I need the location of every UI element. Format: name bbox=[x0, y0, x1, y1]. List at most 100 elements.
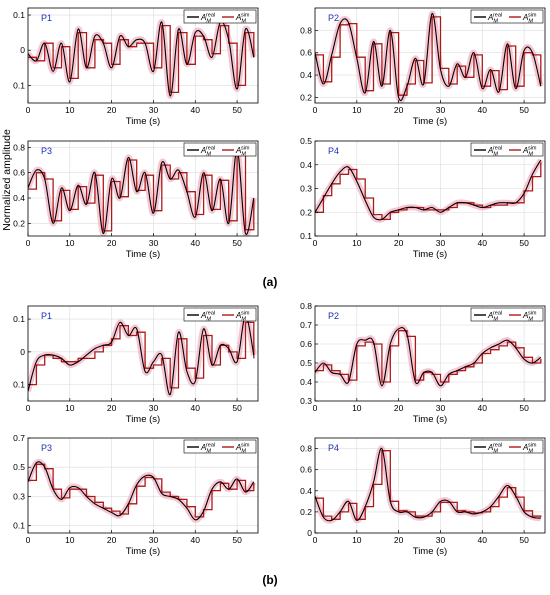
series-real-line bbox=[28, 461, 255, 521]
panel-label: P2 bbox=[328, 13, 339, 23]
x-tick-label: 10 bbox=[352, 535, 362, 545]
x-tick-label: 20 bbox=[394, 403, 404, 413]
legend-real-label: AMreal bbox=[200, 311, 215, 323]
x-tick-label: 10 bbox=[352, 403, 362, 413]
x-axis-label: Time (s) bbox=[413, 546, 447, 557]
x-tick-label: 50 bbox=[232, 403, 242, 413]
x-tick-label: 0 bbox=[313, 403, 318, 413]
y-tick-label: 0.7 bbox=[13, 433, 25, 443]
x-tick-label: 20 bbox=[107, 238, 117, 248]
y-tick-label: 0.1 bbox=[300, 231, 312, 241]
y-tick-label: 0.8 bbox=[300, 444, 312, 454]
y-tick-label: 0.6 bbox=[300, 48, 312, 58]
y-tick-label: 0.8 bbox=[13, 142, 25, 152]
x-tick-label: 30 bbox=[149, 238, 159, 248]
x-tick-label: 40 bbox=[478, 403, 488, 413]
x-tick-label: 10 bbox=[352, 105, 362, 115]
x-tick-label: 50 bbox=[519, 535, 529, 545]
plot-frame bbox=[314, 305, 546, 402]
legend-box bbox=[470, 142, 544, 157]
y-tick-label: 0.7 bbox=[300, 320, 312, 330]
x-axis-label: Time (s) bbox=[413, 414, 447, 425]
x-tick-label: 40 bbox=[191, 238, 201, 248]
x-tick-label: 10 bbox=[65, 105, 75, 115]
x-tick-label: 50 bbox=[519, 105, 529, 115]
x-axis-label: Time (s) bbox=[126, 249, 160, 260]
legend-real-label: AMreal bbox=[487, 311, 502, 323]
panel-label: P1 bbox=[41, 13, 52, 23]
series-sim-line bbox=[28, 321, 255, 389]
x-tick-label: 40 bbox=[478, 238, 488, 248]
series-sim-line bbox=[28, 463, 255, 518]
y-tick-label: 0.3 bbox=[300, 396, 312, 406]
panel-label: P3 bbox=[41, 146, 52, 156]
y-tick-label: 0.4 bbox=[300, 377, 312, 387]
plot-frame bbox=[27, 305, 259, 402]
y-tick-label: 0.3 bbox=[13, 491, 25, 501]
plot-panel: 0 10 20 30 40 50 0.1 0 0.1 Time (s) P1 AMreal AMsim bbox=[13, 305, 259, 425]
x-tick-label: 30 bbox=[149, 403, 159, 413]
x-axis-label: Time (s) bbox=[126, 546, 160, 557]
legend-box bbox=[470, 439, 544, 454]
legend-real-label: AMreal bbox=[487, 13, 502, 25]
y-tick-label: 0.6 bbox=[300, 339, 312, 349]
legend-box bbox=[183, 439, 257, 454]
y-tick-label: 0.1 bbox=[13, 314, 25, 324]
series-sim-line bbox=[315, 162, 542, 221]
series-sim-line bbox=[28, 24, 255, 94]
y-tick-label: 0.8 bbox=[300, 25, 312, 35]
x-tick-label: 0 bbox=[313, 238, 318, 248]
x-tick-label: 0 bbox=[26, 535, 31, 545]
x-tick-label: 0 bbox=[313, 535, 318, 545]
y-tick-label: 0.1 bbox=[13, 521, 25, 531]
panel-label: P3 bbox=[41, 443, 52, 453]
series-real-line bbox=[28, 315, 255, 395]
y-tick-label: 0.5 bbox=[13, 462, 25, 472]
legend-real-label: AMreal bbox=[200, 146, 215, 158]
legend-real-label: AMreal bbox=[200, 13, 215, 25]
series-real-line bbox=[28, 149, 255, 236]
y-tick-label: 0.8 bbox=[300, 301, 312, 311]
x-tick-label: 30 bbox=[436, 238, 446, 248]
y-tick-label: 0.6 bbox=[13, 168, 25, 178]
legend-box bbox=[183, 142, 257, 157]
legend-box bbox=[183, 9, 257, 24]
series-sim-line bbox=[315, 450, 542, 520]
x-tick-label: 10 bbox=[65, 535, 75, 545]
series-sim-line bbox=[315, 16, 542, 96]
x-tick-label: 0 bbox=[26, 403, 31, 413]
x-tick-label: 0 bbox=[26, 238, 31, 248]
plot-panel: 0 10 20 30 40 50 0.2 0.4 0.6 0.8 Time (s) P3 AMreal A… bbox=[13, 140, 259, 260]
group-label-a: (a) bbox=[263, 275, 278, 289]
x-tick-label: 30 bbox=[436, 105, 446, 115]
series-real-line bbox=[28, 20, 255, 97]
y-tick-label: 0.1 bbox=[13, 380, 25, 390]
x-axis-label: Time (s) bbox=[126, 116, 160, 127]
x-tick-label: 20 bbox=[107, 403, 117, 413]
x-tick-label: 20 bbox=[107, 105, 117, 115]
x-tick-label: 50 bbox=[232, 238, 242, 248]
x-tick-label: 40 bbox=[191, 105, 201, 115]
legend-sim-label: AMsim bbox=[522, 443, 537, 455]
x-tick-label: 20 bbox=[394, 238, 404, 248]
y-tick-label: 0 bbox=[307, 528, 312, 538]
legend-real-label: AMreal bbox=[487, 443, 502, 455]
panel-label: P1 bbox=[41, 311, 52, 321]
x-tick-label: 50 bbox=[519, 238, 529, 248]
y-tick-label: 0.5 bbox=[300, 358, 312, 368]
x-tick-label: 0 bbox=[313, 105, 318, 115]
plot-panel: 0 10 20 30 40 50 0.3 0.4 0.5 0.6 0.7 0.8 Time (s) P2 A… bbox=[300, 301, 546, 425]
plot-panel: 0 10 20 30 40 50 0.1 0.3 0.5 0.7 Time (s) P3 AMreal A… bbox=[13, 433, 259, 557]
legend-sim-label: AMsim bbox=[522, 146, 537, 158]
plot-frame bbox=[314, 7, 546, 104]
x-tick-label: 10 bbox=[65, 238, 75, 248]
x-tick-label: 40 bbox=[191, 403, 201, 413]
legend-sim-label: AMsim bbox=[235, 146, 250, 158]
x-tick-label: 50 bbox=[519, 403, 529, 413]
legend-sim-label: AMsim bbox=[235, 443, 250, 455]
shared-ylabel: Normalized amplitude bbox=[1, 129, 13, 231]
series-sim-line bbox=[28, 153, 255, 232]
x-axis-label: Time (s) bbox=[413, 249, 447, 260]
y-tick-label: 0.2 bbox=[13, 218, 25, 228]
